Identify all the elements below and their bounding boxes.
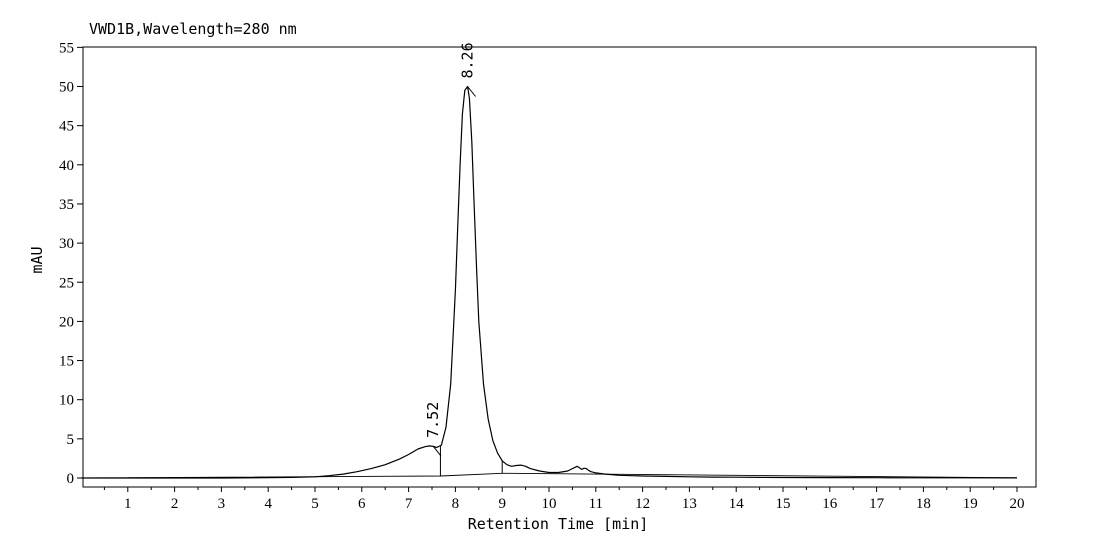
x-tick-label: 17 xyxy=(869,496,885,512)
y-tick-label: 25 xyxy=(59,275,74,291)
y-axis: 0 5 10 15 20 25 30 35 40 45 50 55 xyxy=(59,40,83,487)
y-tick-label: 35 xyxy=(59,197,74,213)
chart-title: VWD1B,Wavelength=280 nm xyxy=(89,20,297,38)
x-tick-label: 9 xyxy=(498,496,506,512)
integration-baseline xyxy=(80,445,1018,479)
x-tick-label: 1 xyxy=(124,496,132,512)
x-tick-label: 16 xyxy=(822,496,838,512)
x-tick-label: 12 xyxy=(635,496,650,512)
baseline-line xyxy=(80,472,1018,479)
y-tick-label: 40 xyxy=(59,158,74,174)
y-tick-label: 30 xyxy=(59,236,74,252)
peak-label: 7.52 xyxy=(424,402,442,438)
x-tick-label: 8 xyxy=(452,496,460,512)
x-tick-label: 11 xyxy=(589,496,603,512)
y-tick-label: 45 xyxy=(59,119,74,135)
x-tick-label: 5 xyxy=(311,496,319,512)
x-tick-label: 20 xyxy=(1010,496,1025,512)
x-tick-label: 18 xyxy=(916,496,931,512)
y-tick-label: 15 xyxy=(59,354,74,370)
x-tick-label: 7 xyxy=(405,496,413,512)
x-tick-label: 2 xyxy=(171,496,179,512)
x-axis-label: Retention Time [min] xyxy=(468,515,649,533)
x-axis: 1 2 3 4 5 6 7 8 9 10 11 12 13 14 15 16 17 18 19 20 xyxy=(103,487,1025,512)
peak-annotations: 7.52 8.26 xyxy=(424,42,477,457)
x-tick-label: 4 xyxy=(264,496,272,512)
plot-frame xyxy=(82,46,1037,488)
y-axis-label: mAU xyxy=(28,246,46,273)
y-tick-label: 0 xyxy=(67,471,75,487)
y-tick-label: 55 xyxy=(59,40,74,56)
signal-trace xyxy=(81,85,1018,479)
x-tick-label: 13 xyxy=(682,496,697,512)
peak-marker xyxy=(467,86,476,97)
peak-marker xyxy=(432,445,442,457)
y-tick-label: 50 xyxy=(59,80,74,96)
y-tick-label: 5 xyxy=(67,432,75,448)
x-tick-label: 15 xyxy=(776,496,791,512)
x-tick-label: 10 xyxy=(542,496,557,512)
y-tick-label: 20 xyxy=(59,314,74,330)
peak-label: 8.26 xyxy=(459,42,477,78)
series-line xyxy=(81,85,1018,479)
x-tick-label: 19 xyxy=(963,496,978,512)
x-tick-label: 3 xyxy=(218,496,226,512)
y-tick-label: 10 xyxy=(59,393,74,409)
x-tick-label: 14 xyxy=(729,496,745,512)
x-tick-label: 6 xyxy=(358,496,366,512)
